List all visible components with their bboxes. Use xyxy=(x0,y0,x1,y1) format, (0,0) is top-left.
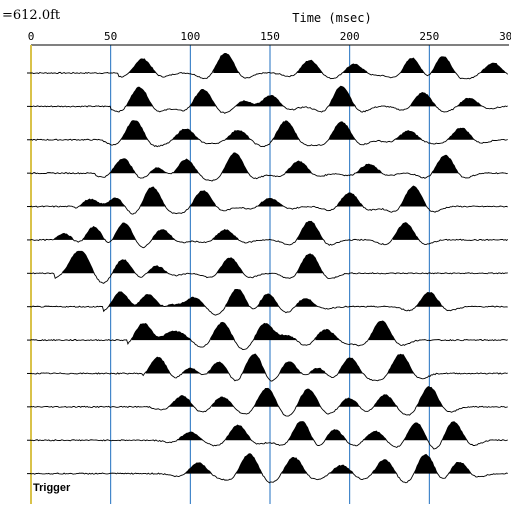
trace-fill xyxy=(32,421,508,441)
trace-line xyxy=(30,120,508,148)
trace-line xyxy=(30,453,508,484)
x-tick-label: 250 xyxy=(419,30,439,43)
trace-line xyxy=(30,250,508,284)
axis-layer: 0 50 100 150 200 250 300 xyxy=(27,30,511,504)
trace-fill xyxy=(31,120,508,140)
trace-fill xyxy=(31,354,508,374)
trace-line xyxy=(30,353,508,382)
trace-fill xyxy=(32,289,503,307)
trigger-label: Trigger xyxy=(33,482,71,494)
gridline-layer xyxy=(110,45,430,504)
x-tick-label: 100 xyxy=(180,30,200,43)
trace-fill xyxy=(31,321,508,341)
trace-layer xyxy=(30,52,509,484)
trace-line xyxy=(30,52,509,80)
trace-line xyxy=(30,85,508,114)
trace-fill xyxy=(32,251,508,274)
x-tick-label: 0 xyxy=(28,30,35,43)
trace-fill xyxy=(33,86,508,107)
trace-fill xyxy=(31,386,508,407)
trace-line xyxy=(30,385,508,417)
trace-line xyxy=(30,421,508,450)
trace-fill xyxy=(33,152,507,174)
trace-line xyxy=(30,288,508,316)
x-tick-label: 300 xyxy=(499,30,511,43)
trace-fill xyxy=(32,53,507,73)
depth-label: =612.0ft xyxy=(2,8,61,23)
x-tick-label: 50 xyxy=(104,30,117,43)
x-tick-label: 200 xyxy=(340,30,360,43)
x-axis-title: Time (msec) xyxy=(292,11,371,25)
trace-line xyxy=(30,220,508,249)
trace-line xyxy=(30,185,508,215)
trace-fill xyxy=(33,453,508,474)
trace-line xyxy=(31,152,508,182)
x-tick-label: 150 xyxy=(260,30,280,43)
trace-fill xyxy=(31,186,508,207)
trace-line xyxy=(30,320,508,350)
